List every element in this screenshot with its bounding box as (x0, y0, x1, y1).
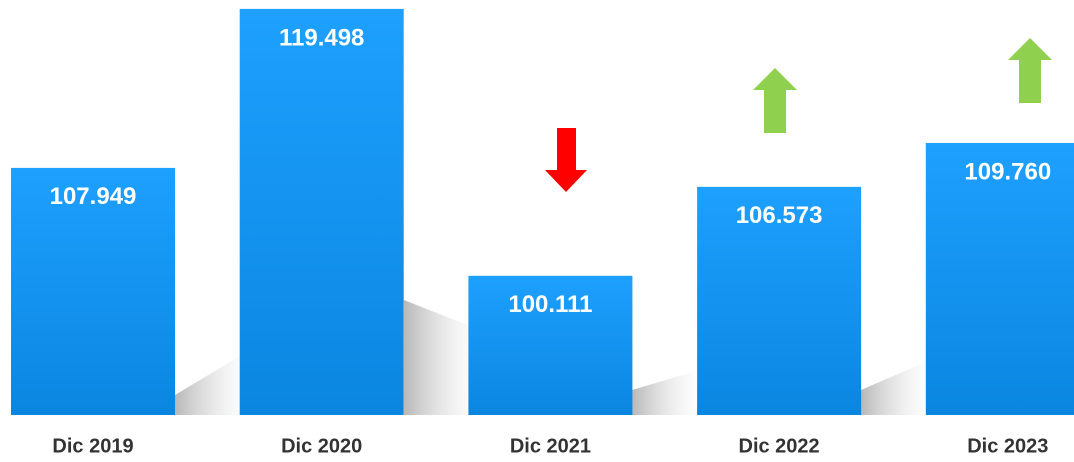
x-tick-label: Dic 2019 (52, 435, 133, 457)
bar (697, 186, 862, 415)
shadow (861, 360, 930, 415)
shadow (175, 350, 250, 415)
shadow (632, 370, 700, 415)
bar (239, 8, 404, 416)
up-arrow (753, 68, 797, 133)
x-tick-label: Dic 2020 (281, 435, 362, 457)
x-tick-label: Dic 2022 (739, 435, 820, 457)
x-tick-label: Dic 2023 (967, 435, 1048, 457)
shadows (175, 300, 930, 415)
bar (11, 167, 175, 415)
value-label: 100.111 (508, 291, 592, 318)
value-label: 119.498 (279, 24, 364, 51)
bar (468, 275, 633, 415)
x-tick-label: Dic 2021 (510, 435, 591, 457)
up-arrow (1008, 38, 1052, 103)
value-label: 109.760 (964, 158, 1051, 185)
bar (925, 142, 1074, 415)
value-label: 106.573 (736, 202, 823, 229)
value-label: 107.949 (50, 183, 137, 210)
down-arrow (545, 128, 587, 192)
shadow (404, 300, 480, 415)
